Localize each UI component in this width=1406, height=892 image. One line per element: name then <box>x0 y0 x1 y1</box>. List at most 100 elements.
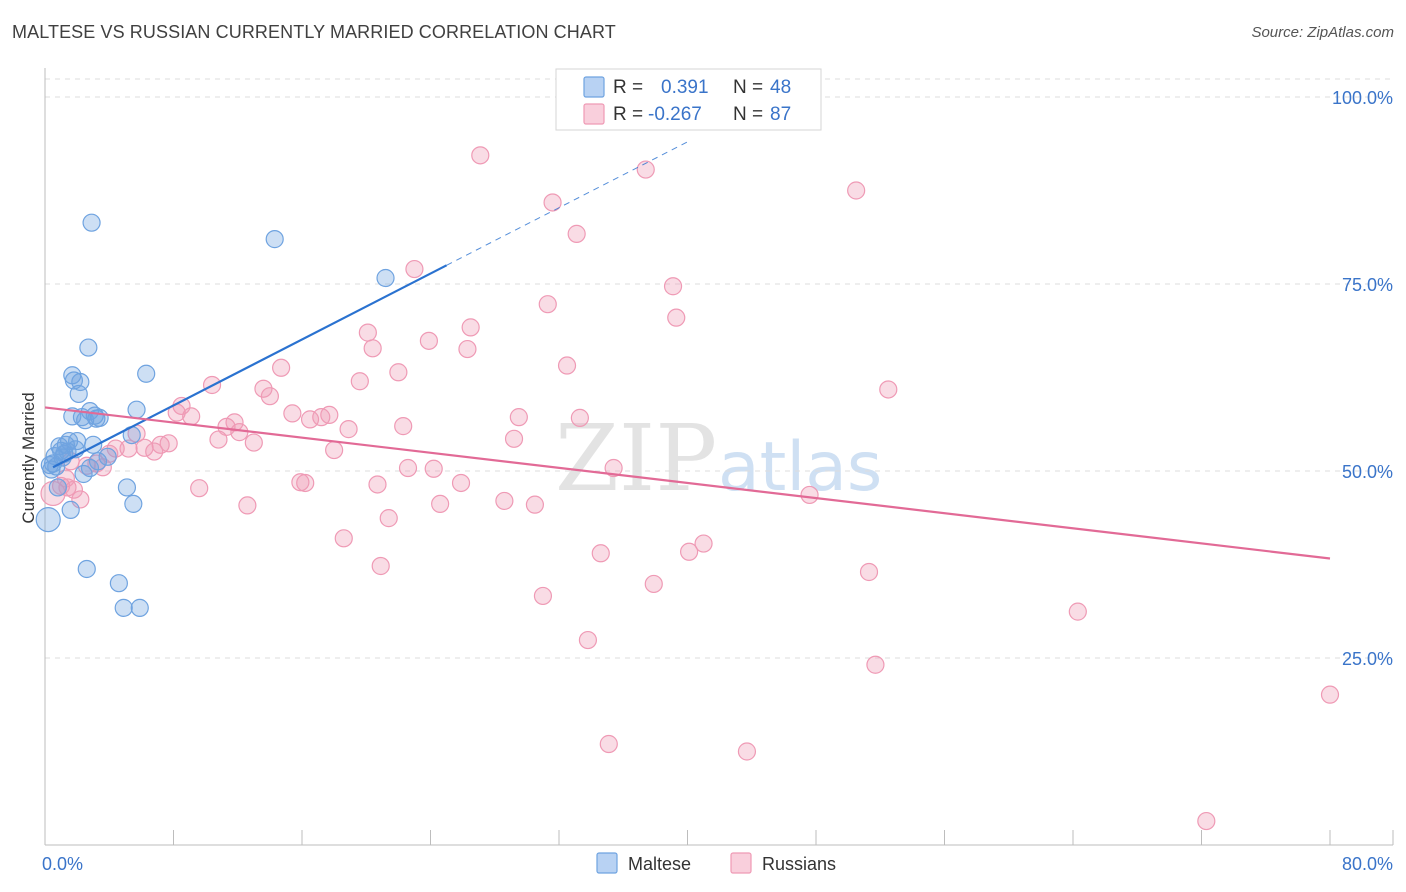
russians-point <box>866 655 885 674</box>
legend-russians-name: Russians <box>762 854 836 874</box>
series-legend: Maltese Russians <box>596 852 836 874</box>
trendlines <box>44 141 1331 560</box>
watermark: ZIP atlas <box>555 405 882 512</box>
russians-point <box>847 181 866 200</box>
russians-point <box>471 146 490 165</box>
maltese-point <box>71 372 90 392</box>
russians-point <box>495 491 514 511</box>
maltese-point <box>77 559 96 579</box>
russians-point <box>424 459 443 478</box>
russians-point <box>533 586 553 606</box>
russians-point <box>694 534 713 553</box>
legend-russians-n-value: 87 <box>770 104 791 125</box>
legend-russians-r-value: -0.267 <box>648 104 702 125</box>
russians-point <box>599 734 618 754</box>
maltese-point <box>79 338 98 357</box>
y-axis-title: Currently Married <box>19 392 38 523</box>
legend-maltese-n-value: 48 <box>770 77 791 98</box>
stats-legend: R = 0.391 N = 48 R = -0.267 N = 87 <box>555 68 822 131</box>
maltese-point <box>98 447 117 466</box>
russians-point <box>543 193 562 212</box>
russians-point <box>458 339 477 359</box>
legend-swatch-russians-bottom <box>730 852 752 874</box>
maltese-point <box>124 494 143 514</box>
russians-point <box>398 458 418 478</box>
axes <box>44 68 1394 846</box>
russians-point <box>238 496 257 515</box>
russians-point <box>509 408 528 427</box>
russians-point <box>636 160 655 179</box>
maltese-point <box>82 213 101 232</box>
russians-point <box>254 379 273 398</box>
legend-russians-n-label: N = <box>733 104 763 125</box>
y-tick-label: 50.0% <box>1342 462 1393 482</box>
russians-point <box>567 224 586 243</box>
source-label: Source: ZipAtlas.com <box>1251 24 1394 41</box>
russians-point <box>379 509 398 528</box>
russians-point <box>680 542 699 561</box>
russians-point <box>663 277 683 296</box>
russians-point <box>350 372 369 391</box>
russians-point <box>119 439 138 458</box>
y-tick-label: 75.0% <box>1342 275 1393 295</box>
russians-point <box>1197 811 1216 831</box>
russians-point <box>1320 685 1340 704</box>
russians-point <box>334 529 353 548</box>
russians-point <box>291 473 310 492</box>
russians-point <box>737 742 757 761</box>
maltese-trendline-extension <box>446 141 688 266</box>
russians-point <box>419 331 438 350</box>
watermark-zip: ZIP <box>555 405 717 512</box>
legend-maltese-r-label: R = <box>613 77 643 98</box>
russians-point <box>389 363 408 382</box>
russians-point <box>800 485 819 505</box>
watermark-atlas: atlas <box>718 428 882 507</box>
legend-swatch-maltese-bottom <box>596 852 618 874</box>
russians-point <box>190 479 209 498</box>
legend-swatch-maltese <box>583 76 605 98</box>
russians-point <box>644 574 663 594</box>
russians-point <box>260 387 279 406</box>
russians-point <box>363 339 382 358</box>
maltese-point <box>85 406 104 425</box>
russians-point <box>557 356 577 375</box>
legend-maltese-name: Maltese <box>628 854 691 874</box>
russians-point <box>283 404 302 423</box>
russians-point <box>64 480 84 499</box>
maltese-point <box>48 478 67 497</box>
russians-point <box>538 295 557 314</box>
maltese-point <box>35 507 61 533</box>
russians-point <box>230 423 249 442</box>
russians-point <box>325 440 344 460</box>
russians-point <box>879 380 898 399</box>
maltese-point <box>114 598 133 617</box>
maltese-point <box>265 230 284 249</box>
maltese-point <box>127 400 146 419</box>
maltese-series <box>35 213 395 617</box>
russians-point <box>578 630 598 650</box>
legend-swatch-russians <box>583 103 605 125</box>
maltese-trendline <box>52 264 448 469</box>
russians-point <box>300 410 320 429</box>
russians-point <box>461 318 480 337</box>
russians-point <box>504 429 524 448</box>
russians-point <box>358 323 377 342</box>
y-tick-label: 100.0% <box>1332 88 1393 108</box>
russians-point <box>368 475 387 494</box>
russians-point <box>570 408 589 427</box>
russians-point <box>1068 602 1087 621</box>
russians-point <box>591 544 610 563</box>
russians-point <box>339 420 358 439</box>
russians-point <box>225 413 244 432</box>
x-tick-label-min: 0.0% <box>42 854 83 874</box>
maltese-point <box>109 574 128 593</box>
maltese-point <box>68 431 87 451</box>
russians-point <box>371 556 390 576</box>
russians-point <box>859 562 879 582</box>
maltese-point <box>130 598 149 617</box>
y-tick-label: 25.0% <box>1342 649 1393 669</box>
chart-title: MALTESE VS RUSSIAN CURRENTLY MARRIED COR… <box>12 22 616 42</box>
russians-point <box>145 442 164 461</box>
maltese-point <box>64 371 84 390</box>
